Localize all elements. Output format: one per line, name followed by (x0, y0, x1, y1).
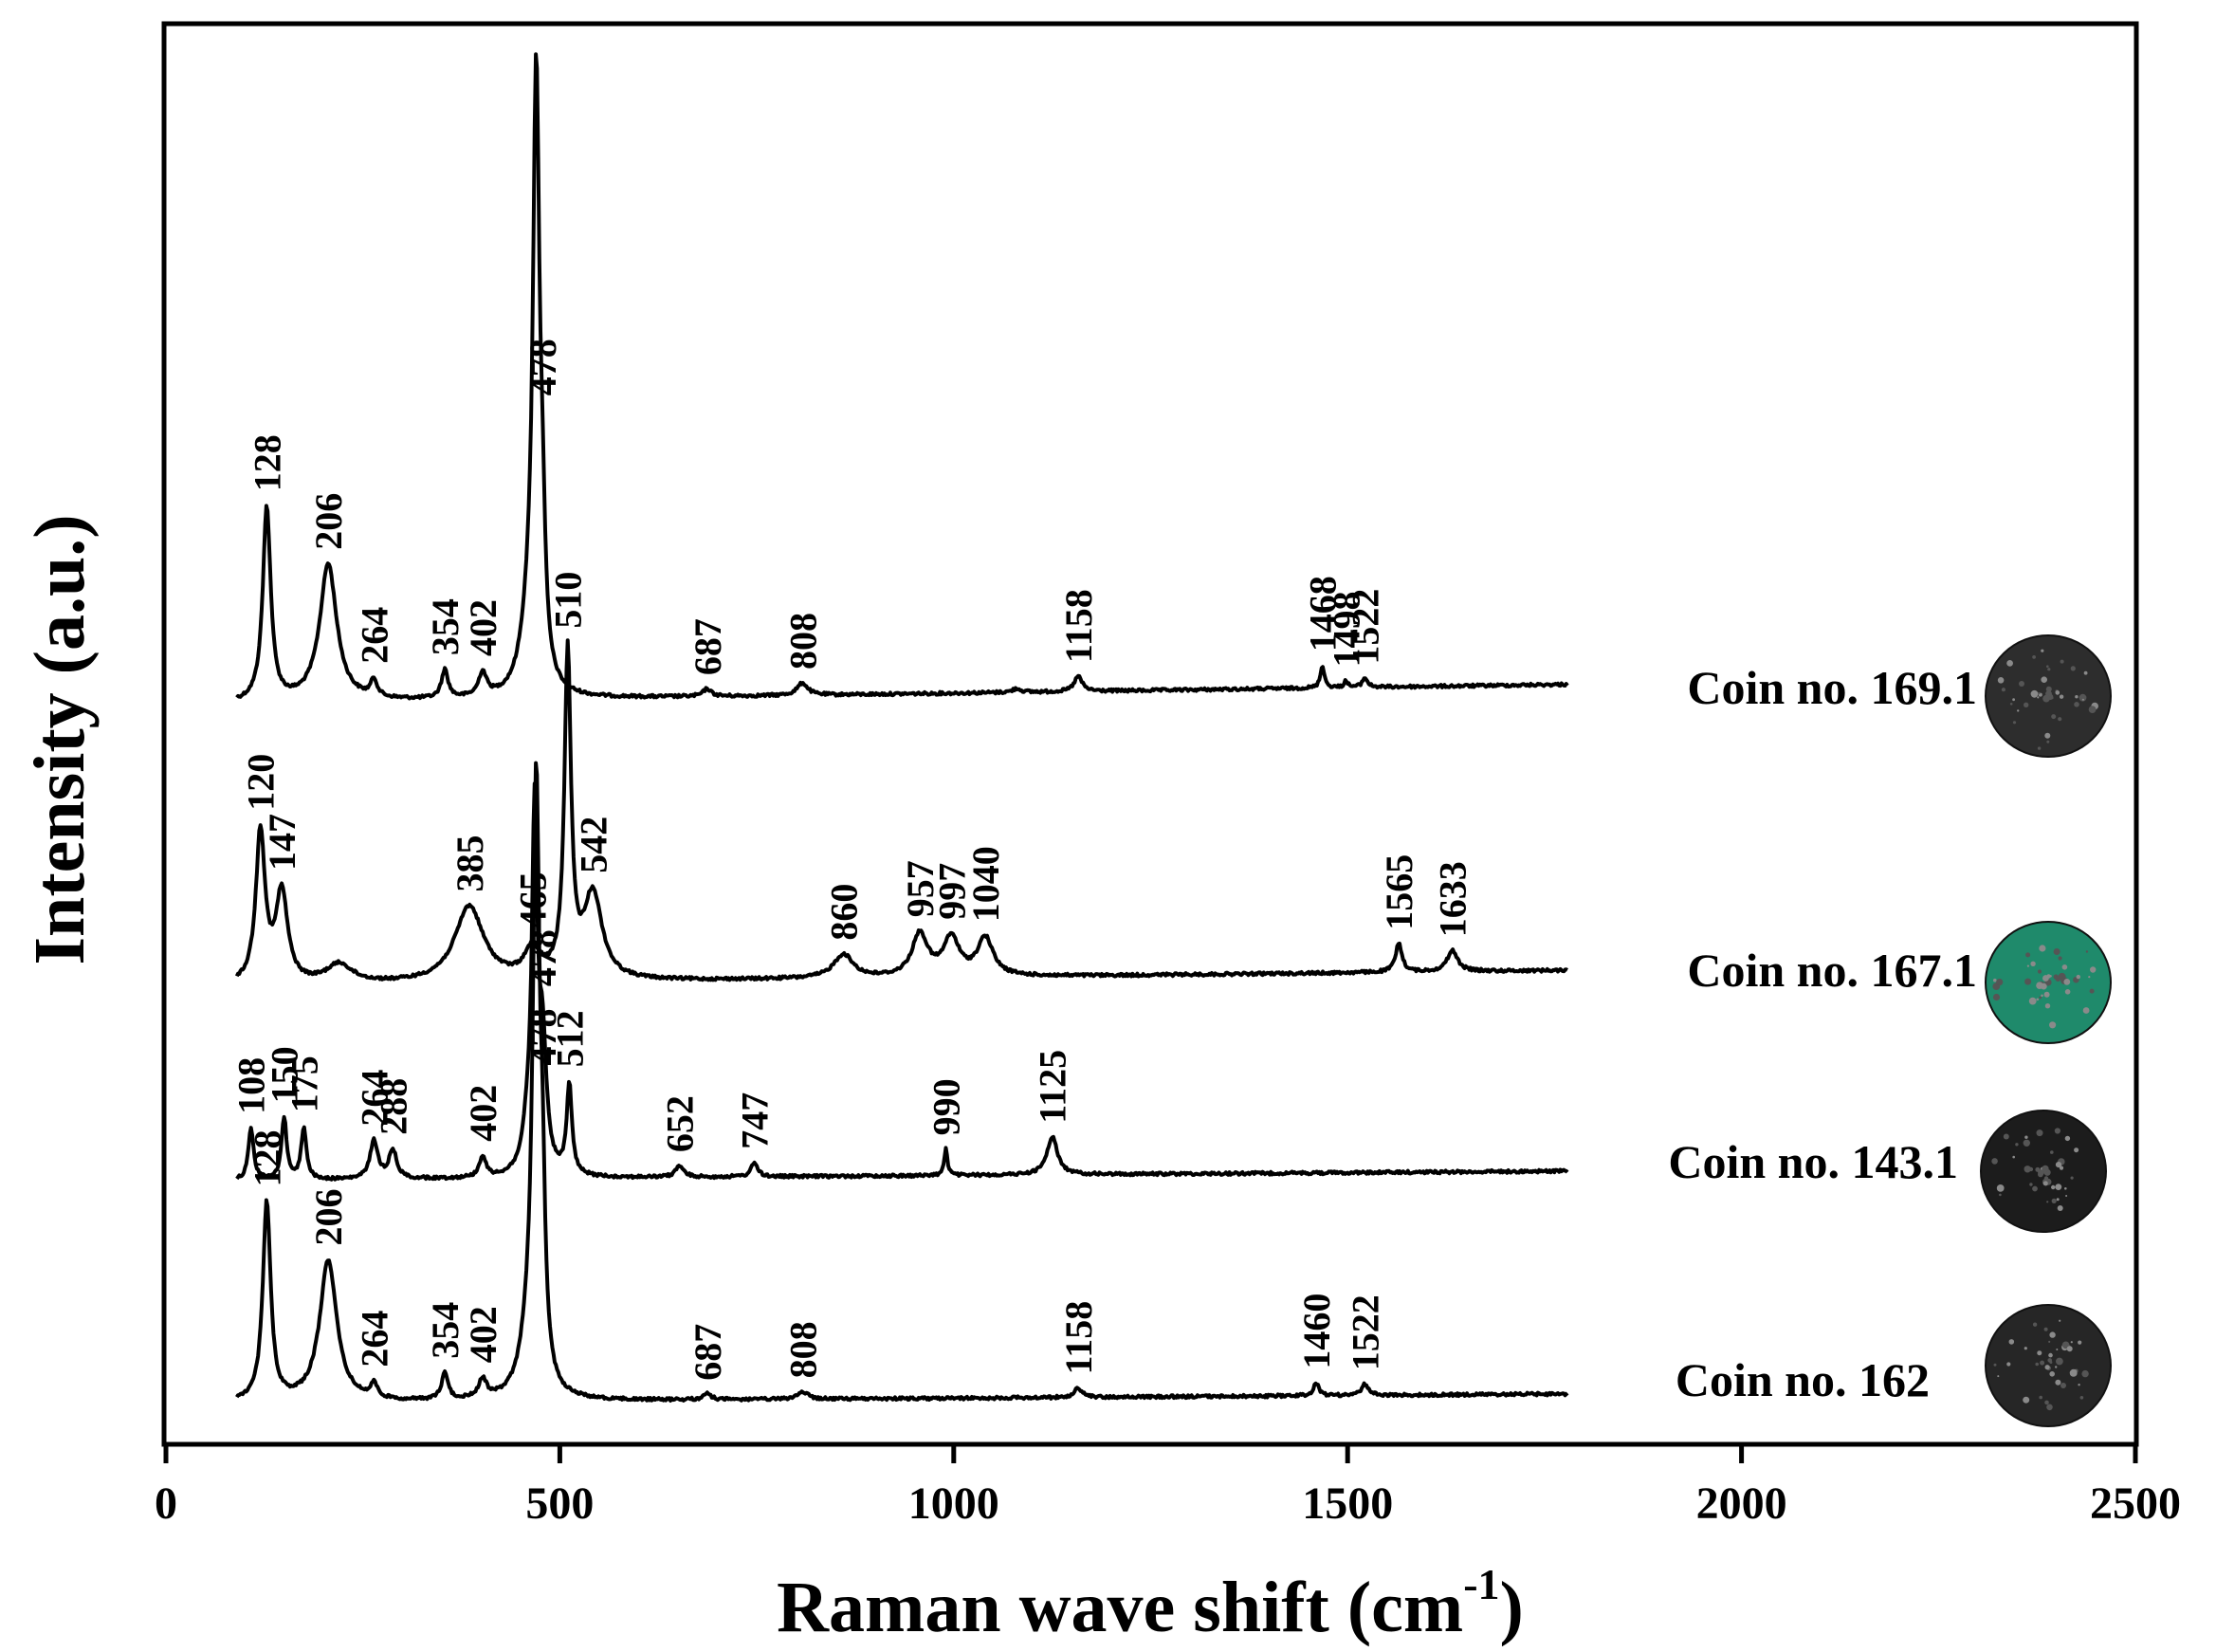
x-axis-ticks: 0 500 1000 1500 2000 2500 (155, 1442, 2181, 1529)
peak-label: 128 (246, 1130, 288, 1187)
peak-label: 478 (522, 929, 564, 986)
peak-label: 264 (353, 1311, 395, 1367)
peak-label: 264 (353, 607, 395, 664)
peak-label: 512 (548, 1010, 591, 1067)
peak-label: 1498 (1326, 592, 1368, 668)
x-tick-label: 0 (155, 1478, 177, 1529)
x-tick-label: 2000 (1696, 1478, 1787, 1529)
series-label: Coin no. 169.1 (1687, 661, 1977, 714)
peak-label: 354 (424, 1302, 467, 1359)
peak-label: 175 (283, 1055, 325, 1112)
peak-label: 465 (511, 872, 554, 928)
peak-label: 652 (659, 1095, 702, 1152)
spectrum-line (235, 761, 1569, 1403)
peak-label: 354 (424, 598, 467, 655)
peak-label: 1158 (1057, 1301, 1100, 1375)
peak-label: 542 (572, 817, 614, 873)
peak-label: 288 (372, 1078, 414, 1135)
x-axis-title: Raman wave shift (cm-1) (777, 1560, 1524, 1647)
peak-label: 990 (925, 1078, 968, 1135)
peak-label: 687 (687, 1324, 729, 1381)
coin-images-layer (1980, 634, 2112, 1427)
plot-frame (161, 21, 2139, 1447)
peak-label: 264 (353, 1070, 395, 1127)
peak-label: 808 (781, 1321, 824, 1378)
spectrum-line (235, 781, 1569, 1182)
peak-label: 478 (522, 1009, 564, 1066)
coin-thumbnail (1980, 1110, 2107, 1233)
peak-label: 1460 (1295, 1294, 1338, 1369)
peak-label: 808 (781, 613, 824, 670)
peak-label: 206 (307, 1189, 350, 1246)
series-label: Coin no. 167.1 (1687, 944, 1977, 997)
peak-label: 147 (261, 814, 303, 871)
spectra-layer (234, 52, 1569, 1403)
peak-label: 860 (823, 884, 866, 941)
peak-label: 120 (240, 754, 283, 811)
peak-label: 1158 (1057, 589, 1100, 663)
peak-label: 206 (307, 493, 350, 550)
peak-label: 385 (449, 835, 491, 892)
peak-label: 1522 (1345, 1294, 1387, 1370)
peak-label: 1040 (964, 846, 1007, 922)
peak-label: 1633 (1432, 861, 1474, 937)
peak-label: 402 (462, 1306, 504, 1363)
spectrum-line (234, 638, 1568, 982)
x-tick-label: 1500 (1302, 1478, 1393, 1529)
coin-thumbnail (1985, 1304, 2112, 1427)
y-axis-title: Intensity (a.u.) (20, 514, 100, 964)
peak-label: 687 (687, 618, 729, 675)
x-tick-label: 500 (525, 1478, 594, 1529)
peak-label: 997 (930, 863, 973, 920)
peak-label: 108 (230, 1057, 273, 1114)
peak-label: 1565 (1378, 854, 1420, 930)
peak-label: 1522 (1345, 589, 1387, 665)
coin-thumbnail (1985, 634, 2112, 758)
x-tick-label: 2500 (2090, 1478, 2181, 1529)
peak-label: 402 (462, 1085, 504, 1142)
peak-label: 1468 (1302, 576, 1345, 652)
peak-label: 1125 (1032, 1050, 1074, 1124)
peak-label: 478 (522, 339, 564, 395)
x-tick-label: 1000 (908, 1478, 999, 1529)
peak-label: 128 (246, 434, 288, 491)
spectrum-line (235, 52, 1569, 701)
peak-label: 957 (899, 860, 942, 917)
series-label: Coin no. 162 (1676, 1353, 1930, 1406)
coin-thumbnail (1985, 921, 2112, 1044)
peak-label: 402 (462, 599, 504, 656)
peak-label: 510 (547, 572, 590, 629)
peak-label: 747 (734, 1092, 777, 1149)
peak-label: 150 (264, 1046, 306, 1103)
series-label: Coin no. 143.1 (1668, 1135, 1958, 1188)
